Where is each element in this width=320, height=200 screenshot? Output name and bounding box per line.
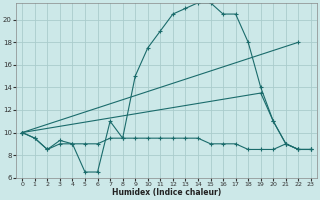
X-axis label: Humidex (Indice chaleur): Humidex (Indice chaleur) [112, 188, 221, 197]
